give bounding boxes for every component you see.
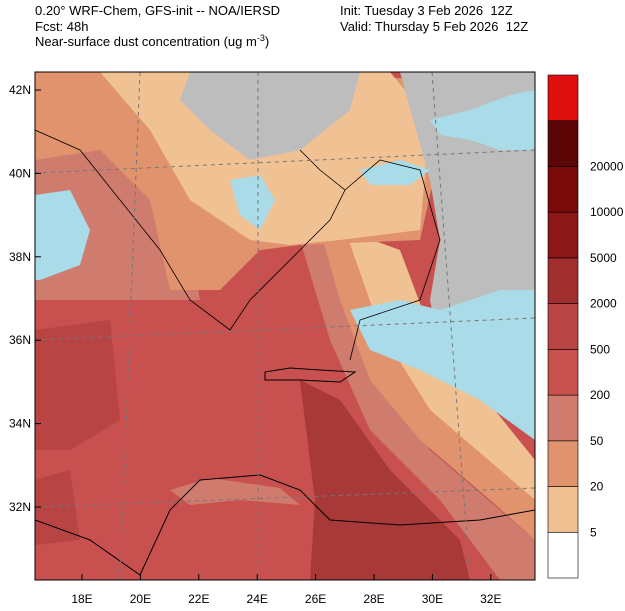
sea: [230, 175, 275, 230]
lat-label: 32N: [9, 500, 31, 514]
graticule: [35, 317, 535, 341]
lon-label: 18E: [71, 592, 92, 606]
colorbar-box: [547, 303, 579, 350]
model-title: 0.20° WRF-Chem, GFS-init -- NOA/IERSD: [35, 3, 280, 18]
sea: [360, 160, 430, 185]
colorbar-label: 5: [590, 525, 597, 539]
lat-label: 34N: [9, 417, 31, 431]
dust-field: [300, 380, 470, 580]
lon-label: 30E: [422, 592, 443, 606]
dust-field: [35, 470, 80, 545]
lat-label: 36N: [9, 333, 31, 347]
sea: [350, 290, 535, 440]
colorbar-label: 2000: [590, 297, 617, 311]
lat-label: 40N: [9, 166, 31, 180]
graticule: [35, 487, 535, 508]
colorbar-box: [547, 349, 579, 396]
lon-label: 26E: [305, 592, 326, 606]
lon-label: 24E: [247, 592, 268, 606]
colorbar-label: 20000: [590, 159, 624, 173]
graticule: [35, 149, 535, 174]
colorbar-box: [547, 394, 579, 442]
axis-ticks: 42N 40N 38N 36N 34N 32N 18E 20E 22E 24E 26E 28E 30E 3…: [9, 83, 501, 606]
colorbar-box: [547, 166, 579, 213]
variable-close: ): [265, 34, 269, 49]
colorbar-label: 5000: [590, 251, 617, 265]
map-area: [35, 72, 535, 580]
forecast-hour: Fcst: 48h: [35, 19, 88, 34]
init-time: Init: Tuesday 3 Feb 2026 12Z: [340, 3, 513, 18]
graticule: [431, 72, 471, 580]
variable-exponent: -3: [257, 33, 265, 43]
colorbar-label: 50: [590, 434, 604, 448]
map-frame: [34, 71, 536, 581]
colorbar-box: [547, 531, 579, 579]
coastline: [35, 129, 346, 331]
colorbar-box: [547, 486, 579, 533]
lon-label: 22E: [188, 592, 209, 606]
coastline: [344, 159, 441, 361]
coastline: [264, 367, 357, 383]
colorbar-label: 200: [590, 388, 610, 402]
sea: [35, 190, 90, 280]
lon-label: 28E: [363, 592, 384, 606]
colorbar-label: 20: [590, 480, 604, 494]
dust-field: [35, 320, 120, 450]
colorbar: 5 20 50 200 500 2000 5000 10000 20000: [547, 74, 624, 579]
variable-label: Near-surface dust concentration (ug m-3): [35, 33, 269, 49]
valid-time: Valid: Thursday 5 Feb 2026 12Z: [340, 19, 528, 34]
lat-label: 38N: [9, 250, 31, 264]
colorbar-box: [547, 211, 579, 259]
land: [180, 72, 360, 160]
colorbar-label: 500: [590, 342, 610, 356]
dust-field: [100, 72, 430, 245]
lat-label: 42N: [9, 83, 31, 97]
colorbar-box: [547, 74, 579, 122]
colorbar-box: [547, 440, 579, 487]
sea: [430, 90, 535, 150]
colorbar-label: 10000: [590, 205, 624, 219]
dust-field: [320, 230, 535, 540]
colorbar-box: [547, 257, 579, 304]
lon-label: 20E: [130, 592, 151, 606]
variable-text: Near-surface dust concentration (ug m: [35, 34, 257, 49]
lon-label: 32E: [480, 592, 501, 606]
coastline: [35, 474, 535, 576]
colorbar-box: [547, 120, 579, 167]
